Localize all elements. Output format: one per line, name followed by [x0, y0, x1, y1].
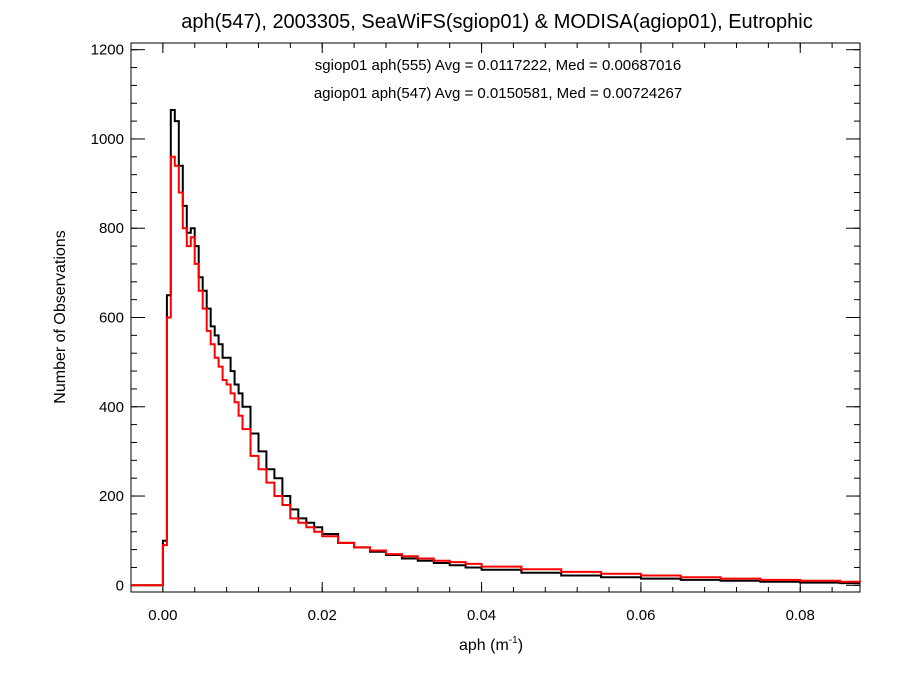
- series-line-1: [131, 109, 860, 587]
- x-axis-label-main: aph (m: [459, 637, 509, 654]
- series-layer: [131, 109, 861, 587]
- y-axis-ticks: 0 200 400 600 800 1000 1200: [91, 42, 860, 594]
- y-tick-label: 1200: [91, 42, 124, 59]
- x-tick-label: 0.04: [467, 607, 496, 624]
- x-tick-label: 0.02: [308, 607, 337, 624]
- x-axis-label-suffix: ): [518, 637, 523, 654]
- legend-entry-2: agiop01 aph(547) Avg = 0.0150581, Med = …: [314, 85, 682, 102]
- y-tick-label: 600: [99, 310, 124, 327]
- x-tick-label: 0.08: [786, 607, 815, 624]
- plot-frame: [130, 42, 861, 593]
- y-axis-label: Number of Observations: [52, 230, 69, 403]
- y-tick-label: 800: [99, 220, 124, 237]
- x-tick-label: 0.06: [626, 607, 655, 624]
- x-axis-label-sup: -1: [509, 635, 518, 646]
- legend-entry-1: sgiop01 aph(555) Avg = 0.0117222, Med = …: [315, 57, 681, 74]
- x-axis-label: aph (m-1): [459, 635, 523, 654]
- y-tick-label: 0: [116, 577, 124, 594]
- x-tick-label: 0.00: [148, 607, 177, 624]
- series-line-2: [131, 155, 861, 587]
- y-tick-label: 400: [99, 399, 124, 416]
- y-tick-label: 200: [99, 488, 124, 505]
- x-axis-ticks: 0.00 0.02 0.04 0.06 0.08: [148, 43, 833, 624]
- chart-title: aph(547), 2003305, SeaWiFS(sgiop01) & MO…: [181, 11, 812, 33]
- plot-area: 0.00 0.02 0.04 0.06 0.08 0 200 400 600 800 1000 12…: [91, 42, 861, 624]
- y-tick-label: 1000: [91, 131, 124, 148]
